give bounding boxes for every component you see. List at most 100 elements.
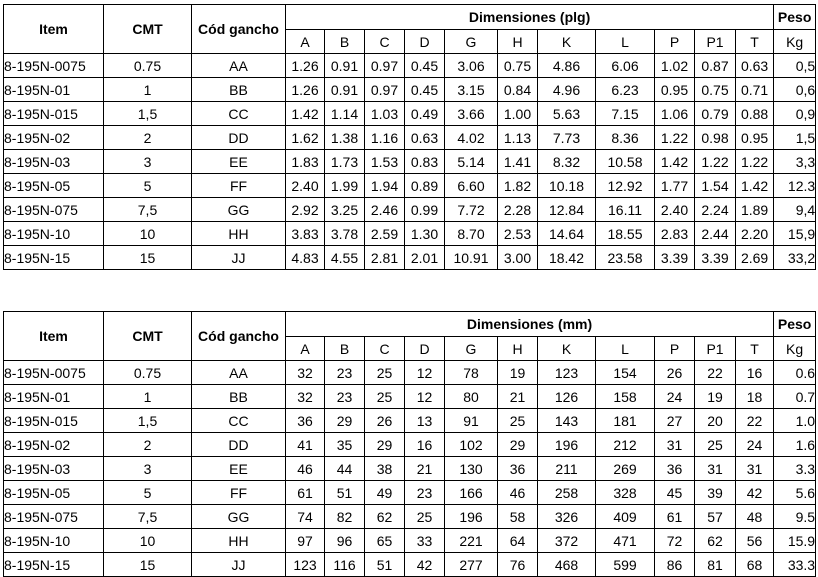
table-row: 8-195N-03 3 EE 1.83 1.73 1.53 0.83 5.14 1.41 8.32… [3,149,817,174]
dim-g-cell: 221 [444,528,498,553]
dim-b-cell: 3.25 [324,197,365,222]
dim-k-cell: 5.63 [537,101,596,126]
table-row: 8-195N-02 2 DD 41 35 29 16 102 29 196 212 31 25 24 1.6 [3,432,817,457]
subheader-dimension: C [364,336,405,361]
dim-p-cell: 3.39 [654,245,695,270]
item-cell: 8-195N-0075 [3,53,104,78]
subheader-dimension: H [497,336,538,361]
hook-code-cell: JJ [191,245,286,270]
dim-t-cell: 24 [734,432,775,457]
dim-l-cell: 409 [595,504,655,529]
dim-a-cell: 32 [285,360,325,385]
dim-k-cell: 143 [537,408,596,433]
dim-a-cell: 46 [285,456,325,481]
subheader-dimension: P [654,29,695,54]
dim-b-cell: 35 [324,432,365,457]
dim-b-cell: 82 [324,504,365,529]
subheader-dimension: L [595,336,655,361]
header-weight: Peso [773,311,817,337]
dim-l-cell: 8.36 [595,125,655,150]
dim-a-cell: 1.83 [285,149,325,174]
weight-cell: 33.3 [773,552,817,577]
dim-c-cell: 62 [364,504,405,529]
cmt-cell: 7,5 [103,504,192,529]
subheader-dimension: P [654,336,695,361]
dim-t-cell: 2.69 [734,245,775,270]
dim-a-cell: 36 [285,408,325,433]
dim-p-cell: 27 [654,408,695,433]
dim-h-cell: 1.82 [497,173,538,198]
dim-c-cell: 0.97 [364,53,405,78]
weight-cell: 3,3 [773,149,817,174]
dim-p1-cell: 57 [694,504,736,529]
dim-p1-cell: 1.54 [694,173,736,198]
table-row: 8-195N-10 10 HH 3.83 3.78 2.59 1.30 8.70 2.53 14.… [3,221,817,246]
dim-b-cell: 1.73 [324,149,365,174]
dim-k-cell: 258 [537,480,596,505]
dim-d-cell: 2.01 [404,245,445,270]
dim-k-cell: 4.96 [537,77,596,102]
dim-h-cell: 58 [497,504,538,529]
dim-p-cell: 2.83 [654,221,695,246]
dim-g-cell: 130 [444,456,498,481]
item-cell: 8-195N-01 [3,77,104,102]
dim-k-cell: 12.84 [537,197,596,222]
dim-t-cell: 31 [734,456,775,481]
dim-h-cell: 0.84 [497,77,538,102]
item-cell: 8-195N-03 [3,149,104,174]
hook-code-cell: GG [191,504,286,529]
item-cell: 8-195N-15 [3,245,104,270]
dim-d-cell: 42 [404,552,445,577]
table-row: 8-195N-0075 0.75 AA 1.26 0.91 0.97 0.45 3.06 0.7… [3,53,817,78]
subheader-dimension: T [734,29,775,54]
hook-code-cell: DD [191,432,286,457]
cmt-cell: 15 [103,245,192,270]
dim-a-cell: 41 [285,432,325,457]
dim-g-cell: 5.14 [444,149,498,174]
weight-cell: 33,2 [773,245,817,270]
dim-a-cell: 123 [285,552,325,577]
dim-a-cell: 32 [285,384,325,409]
dim-b-cell: 51 [324,480,365,505]
dim-d-cell: 12 [404,384,445,409]
cmt-cell: 2 [103,432,192,457]
subheader-dimension: A [285,336,325,361]
dim-t-cell: 16 [734,360,775,385]
dim-p1-cell: 31 [694,456,736,481]
dim-p-cell: 86 [654,552,695,577]
cmt-cell: 1,5 [103,408,192,433]
weight-cell: 0.7 [773,384,817,409]
dim-t-cell: 0.88 [734,101,775,126]
dim-l-cell: 158 [595,384,655,409]
dim-h-cell: 76 [497,552,538,577]
header-dimensions: Dimensiones (plg) [284,4,775,30]
dim-d-cell: 0.45 [404,53,445,78]
hook-code-cell: CC [191,101,286,126]
dim-p-cell: 1.02 [654,53,695,78]
dim-a-cell: 74 [285,504,325,529]
dim-b-cell: 1.38 [324,125,365,150]
item-cell: 8-195N-02 [3,125,104,150]
dim-b-cell: 4.55 [324,245,365,270]
dim-t-cell: 68 [734,552,775,577]
dim-c-cell: 25 [364,360,405,385]
item-cell: 8-195N-02 [3,432,104,457]
dim-l-cell: 23.58 [595,245,655,270]
subheader-dimension: K [537,29,596,54]
subheader-dimension: P1 [694,29,736,54]
dim-b-cell: 0.91 [324,77,365,102]
dim-h-cell: 29 [497,432,538,457]
dim-l-cell: 328 [595,480,655,505]
dim-c-cell: 2.46 [364,197,405,222]
dim-l-cell: 10.58 [595,149,655,174]
dim-l-cell: 269 [595,456,655,481]
dim-t-cell: 22 [734,408,775,433]
dim-a-cell: 1.26 [285,77,325,102]
subheader-dimension: T [734,336,775,361]
dim-h-cell: 0.75 [497,53,538,78]
dim-b-cell: 0.91 [324,53,365,78]
dim-d-cell: 1.30 [404,221,445,246]
dim-t-cell: 48 [734,504,775,529]
dim-g-cell: 3.15 [444,77,498,102]
dim-c-cell: 26 [364,408,405,433]
